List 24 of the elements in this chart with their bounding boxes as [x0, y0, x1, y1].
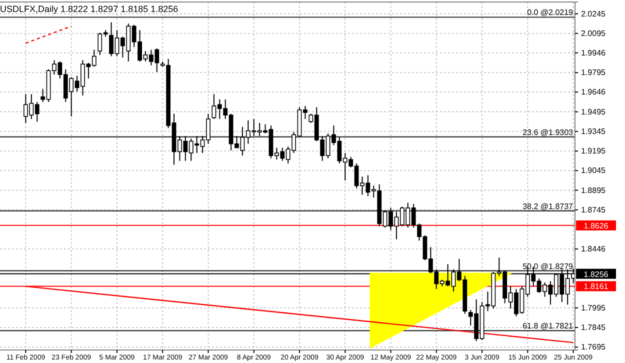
- y-tick-label: 2.0095: [581, 28, 606, 38]
- y-tick-label: 1.9045: [581, 166, 606, 176]
- ref-line-label: 38.2 @1.8737: [522, 202, 574, 211]
- ref-line-label: 1.8626: [584, 221, 609, 230]
- y-tick-label: 1.7995: [581, 303, 606, 312]
- y-tick-label: 1.9646: [581, 88, 606, 97]
- y-tick-label: 1.8895: [581, 186, 606, 195]
- ref-line-label: 0.0 @2.0219: [527, 8, 574, 18]
- y-tick-label: 2.0245: [581, 9, 606, 18]
- ref-line-label: 1.8256: [584, 270, 609, 279]
- ref-line-label: 50.0 @1.8279: [522, 262, 574, 271]
- y-tick-label: 1.9946: [581, 48, 606, 58]
- ref-line-label: 61.8 @1.7821: [522, 322, 574, 331]
- y-tick-label: 1.8446: [581, 244, 606, 254]
- ref-line-label: 1.8161: [584, 282, 609, 292]
- y-tick-label: 1.9345: [581, 126, 606, 136]
- y-tick-label: 1.9195: [581, 146, 606, 156]
- y-tick-label: 1.7695: [581, 342, 606, 352]
- ref-line-label: 23.6 @1.9303: [522, 128, 574, 137]
- y-tick-label: 1.7845: [581, 323, 606, 332]
- y-tick-label: 1.9495: [581, 107, 606, 116]
- chart-title: USDLFX,Daily 1.8222 1.8297 1.8185 1.8256: [0, 4, 178, 14]
- y-tick-label: 1.8745: [581, 205, 606, 214]
- y-tick-label: 1.9795: [581, 68, 606, 78]
